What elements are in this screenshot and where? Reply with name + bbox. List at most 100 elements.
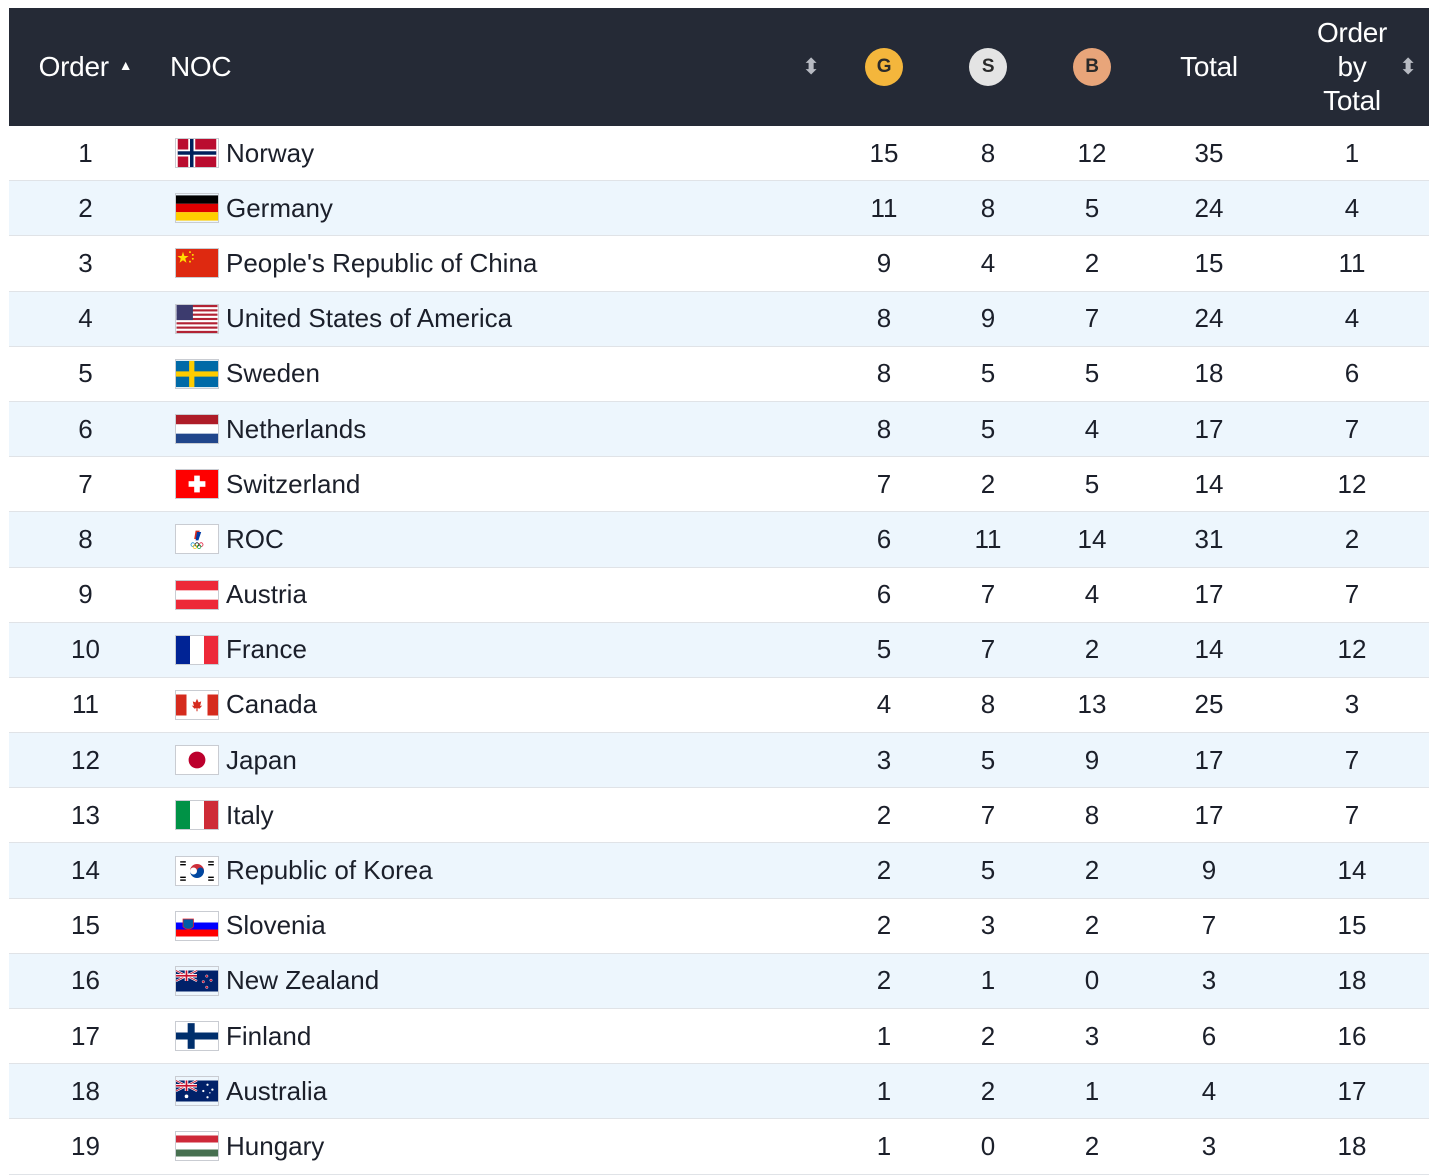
noc-cell[interactable]: Italy (175, 788, 795, 842)
japan-flag-icon (175, 745, 219, 776)
noc-name[interactable]: ROC (226, 523, 284, 554)
order-by-total-cell: 7 (1344, 413, 1360, 444)
noc-name[interactable]: Austria (226, 579, 307, 610)
order-by-total-cell: 2 (1344, 523, 1360, 554)
bronze-count-cell: 2 (1084, 910, 1100, 941)
noc-cell[interactable]: Slovenia (175, 899, 795, 953)
silver-count-cell: 4 (980, 247, 996, 278)
noc-name[interactable]: France (226, 634, 307, 665)
noc-name[interactable]: United States of America (226, 303, 513, 334)
table-row: 2 Germany 11 8 5 24 4 (9, 181, 1429, 237)
gold-count-cell: 1 (876, 1075, 892, 1106)
noc-sort-icon[interactable]: ⬍ (802, 54, 821, 79)
noc-name[interactable]: Germany (226, 192, 333, 223)
gold-column-header[interactable]: G (854, 8, 914, 126)
order-column-header[interactable]: Order ▲ (9, 8, 162, 126)
gold-count-cell: 15 (869, 137, 899, 168)
bronze-column-header[interactable]: B (1062, 8, 1122, 126)
order-by-total-column-header[interactable]: Order by Total (1302, 8, 1402, 126)
noc-name[interactable]: Hungary (226, 1130, 325, 1161)
hungary-flag-icon (175, 1131, 219, 1162)
noc-cell[interactable]: ROC (175, 512, 795, 566)
noc-name[interactable]: Switzerland (226, 468, 361, 499)
order-by-total-cell: 4 (1344, 192, 1360, 223)
order-by-total-label-line-1: Order (1316, 17, 1388, 48)
bronze-count-cell: 2 (1084, 247, 1100, 278)
total-count-cell: 24 (1194, 192, 1224, 223)
noc-name[interactable]: New Zealand (226, 965, 380, 996)
silver-count-cell: 5 (980, 744, 996, 775)
noc-cell[interactable]: New Zealand (175, 954, 795, 1008)
noc-cell[interactable]: Netherlands (175, 402, 795, 456)
noc-name[interactable]: Republic of Korea (226, 855, 433, 886)
noc-cell[interactable]: Austria (175, 568, 795, 622)
korea-flag-icon (175, 855, 219, 886)
total-count-cell: 25 (1194, 689, 1224, 720)
noc-cell[interactable]: Switzerland (175, 457, 795, 511)
gold-count-cell: 1 (876, 1020, 892, 1051)
total-column-header[interactable]: Total (1159, 8, 1259, 126)
order-by-total-sort-icon[interactable]: ⬍ (1399, 54, 1418, 79)
noc-name[interactable]: Norway (226, 137, 315, 168)
finland-flag-icon (175, 1021, 219, 1052)
noc-cell[interactable]: Hungary (175, 1119, 795, 1173)
total-count-cell: 17 (1194, 413, 1224, 444)
noc-cell[interactable]: United States of America (175, 292, 795, 346)
total-count-cell: 14 (1194, 468, 1224, 499)
noc-name[interactable]: Finland (226, 1020, 312, 1051)
noc-name[interactable]: Italy (226, 799, 274, 830)
noc-cell[interactable]: Norway (175, 126, 795, 180)
noc-cell[interactable]: Republic of Korea (175, 843, 795, 897)
table-row: 4 United States of America 8 9 7 24 4 (9, 291, 1429, 347)
noc-cell[interactable]: France (175, 623, 795, 677)
noc-cell[interactable]: Germany (175, 181, 795, 235)
new-zealand-flag-icon (175, 965, 219, 996)
order-by-total-cell: 4 (1344, 303, 1360, 334)
bronze-count-cell: 5 (1084, 358, 1100, 389)
gold-medal-icon: G (865, 48, 903, 86)
roc-flag-icon (175, 524, 219, 555)
table-row: 3 People's Republic of China 9 4 2 15 11 (9, 236, 1429, 292)
italy-flag-icon (175, 800, 219, 831)
noc-cell[interactable]: Japan (175, 733, 795, 787)
noc-cell[interactable]: Sweden (175, 347, 795, 401)
gold-count-cell: 5 (876, 634, 892, 665)
silver-count-cell: 1 (980, 965, 996, 996)
bronze-count-cell: 1 (1084, 1075, 1100, 1106)
slovenia-flag-icon (175, 910, 219, 941)
order-by-total-cell: 3 (1344, 689, 1360, 720)
noc-name[interactable]: People's Republic of China (226, 247, 538, 278)
sort-ascending-icon: ▲ (118, 57, 133, 73)
gold-count-cell: 6 (876, 523, 892, 554)
noc-name[interactable]: Canada (226, 689, 318, 720)
order-by-total-cell: 17 (1337, 1075, 1367, 1106)
gold-count-cell: 4 (876, 689, 892, 720)
bronze-count-cell: 7 (1084, 303, 1100, 334)
table-row: 19 Hungary 1 0 2 3 18 (9, 1119, 1429, 1175)
order-by-total-cell: 6 (1344, 358, 1360, 389)
noc-cell[interactable]: People's Republic of China (175, 236, 795, 290)
noc-name[interactable]: Japan (226, 744, 297, 775)
table-row: 18 Australia 1 2 1 4 17 (9, 1064, 1429, 1120)
noc-column-header[interactable]: NOC (170, 8, 232, 126)
table-row: 14 Republic of Korea 2 5 2 9 14 (9, 843, 1429, 899)
order-cell: 12 (71, 744, 100, 775)
noc-name[interactable]: Netherlands (226, 413, 367, 444)
silver-column-header[interactable]: S (958, 8, 1018, 126)
order-cell: 5 (78, 358, 93, 389)
bronze-count-cell: 14 (1077, 523, 1107, 554)
bronze-count-cell: 4 (1084, 413, 1100, 444)
noc-cell[interactable]: Australia (175, 1064, 795, 1118)
france-flag-icon (175, 634, 219, 665)
germany-flag-icon (175, 193, 219, 224)
order-by-total-cell: 12 (1337, 634, 1367, 665)
noc-name[interactable]: Sweden (226, 358, 320, 389)
silver-count-cell: 2 (980, 1075, 996, 1106)
silver-count-cell: 8 (980, 137, 996, 168)
order-cell: 3 (78, 247, 93, 278)
noc-name[interactable]: Slovenia (226, 910, 326, 941)
noc-cell[interactable]: Finland (175, 1009, 795, 1063)
noc-cell[interactable]: Canada (175, 678, 795, 732)
sweden-flag-icon (175, 358, 219, 389)
noc-name[interactable]: Australia (226, 1075, 328, 1106)
